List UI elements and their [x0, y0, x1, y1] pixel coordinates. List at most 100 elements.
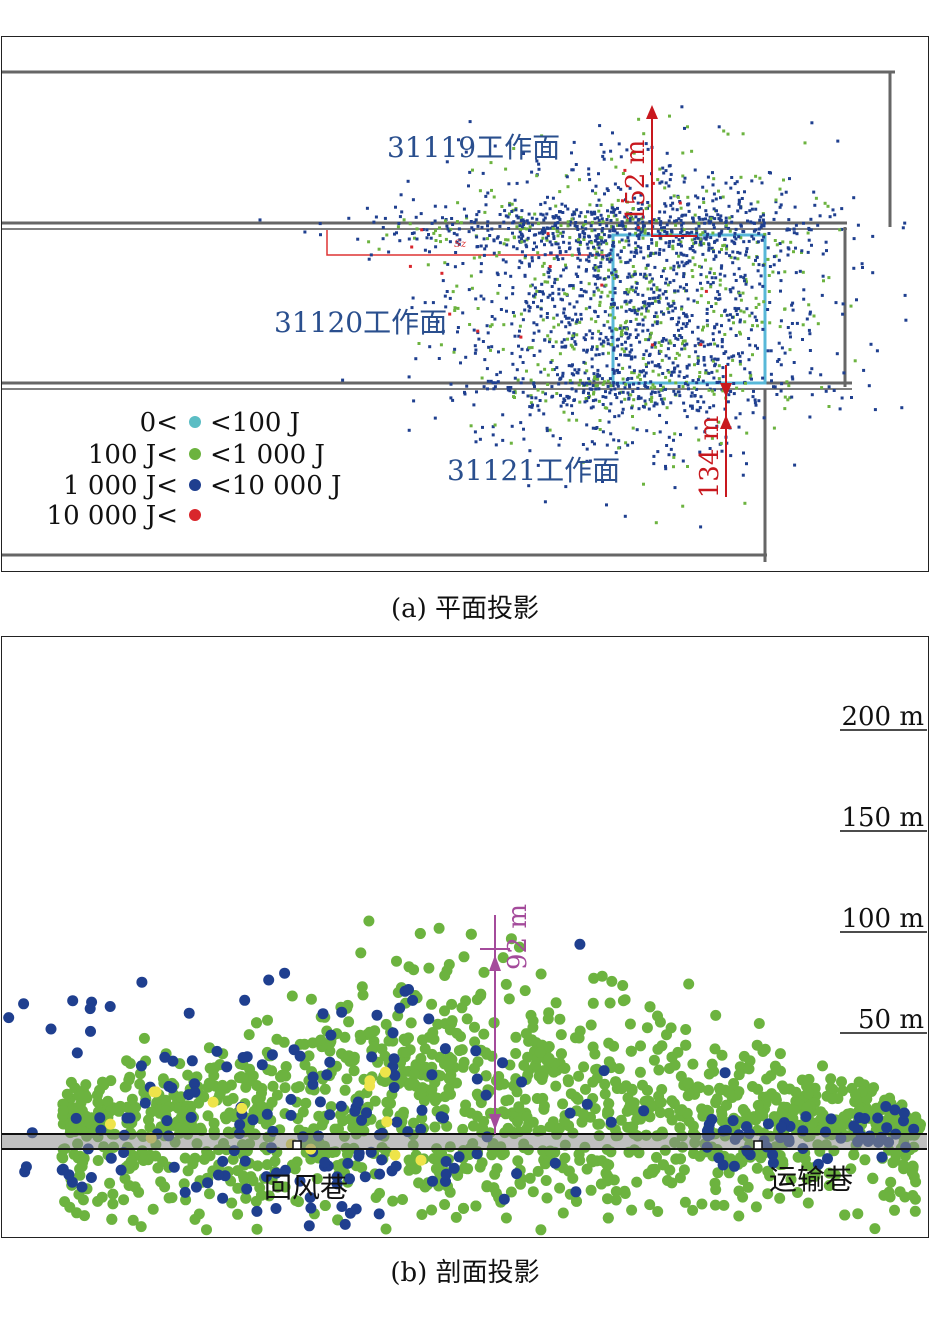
plan-event-point — [457, 138, 460, 142]
section-event-point — [357, 989, 369, 1001]
plan-event-point — [737, 235, 741, 239]
section-event-point — [126, 1093, 138, 1105]
plan-event-point — [749, 220, 753, 224]
plan-event-point — [653, 341, 657, 345]
plan-event-point — [551, 434, 555, 438]
section-event-point — [138, 1154, 149, 1166]
plan-event-point — [662, 171, 666, 175]
plan-event-point — [367, 240, 371, 244]
plan-event-point — [841, 312, 845, 316]
plan-event-point — [667, 435, 671, 439]
plan-event-point — [570, 364, 574, 368]
plan-event-point — [606, 209, 609, 213]
plan-event-point — [703, 230, 707, 234]
section-event-point — [381, 1096, 393, 1108]
plan-event-point — [623, 514, 627, 518]
plan-event-point — [610, 271, 614, 275]
section-event-point — [303, 1220, 315, 1232]
plan-event-point — [483, 358, 487, 362]
plan-event-point — [685, 315, 689, 319]
plan-event-point — [432, 231, 436, 235]
plan-event-point — [760, 223, 764, 227]
plan-event-point — [486, 191, 490, 195]
plan-event-point — [447, 229, 451, 233]
section-event-point — [221, 1061, 233, 1073]
plan-event-point — [604, 239, 608, 243]
section-event-point — [45, 1023, 57, 1035]
plan-event-point — [525, 180, 529, 184]
plan-event-point — [731, 250, 735, 254]
plan-event-point — [509, 274, 513, 278]
plan-event-point — [628, 186, 632, 190]
plan-event-point — [834, 301, 838, 305]
section-event-point — [251, 1017, 262, 1029]
plan-event-point — [506, 388, 510, 392]
section-event-point — [910, 1111, 922, 1123]
plan-event-point — [628, 350, 632, 354]
section-event-point — [644, 1199, 656, 1211]
plan-event-point — [707, 242, 711, 246]
plan-event-point — [576, 275, 580, 278]
section-event-point — [472, 1090, 484, 1102]
plan-event-point — [623, 386, 627, 390]
plan-event-point — [628, 258, 632, 262]
plan-event-point — [461, 262, 465, 265]
plan-event-point — [697, 341, 701, 345]
plan-event-point — [624, 261, 628, 265]
plan-event-point — [636, 218, 640, 222]
plan-event-point — [526, 348, 530, 352]
plan-event-point — [517, 334, 521, 338]
plan-event-point — [528, 264, 531, 268]
plan-event-point — [852, 196, 856, 200]
plan-event-point — [641, 229, 645, 233]
section-event-point — [535, 968, 547, 980]
plan-event-point — [407, 375, 411, 379]
dimension-134m — [720, 365, 732, 497]
plan-event-point — [584, 397, 588, 400]
plan-event-point — [477, 337, 481, 341]
section-event-point — [314, 1096, 326, 1108]
section-event-point — [65, 1076, 77, 1088]
plan-event-point — [702, 358, 706, 362]
section-event-point — [619, 1188, 631, 1199]
section-event-point — [870, 1102, 882, 1114]
section-event-point — [615, 1114, 627, 1126]
section-event-point — [3, 1012, 15, 1024]
section-event-point — [580, 1083, 591, 1095]
plan-event-point — [625, 332, 629, 336]
plan-event-point — [518, 329, 521, 333]
plan-event-point — [741, 230, 745, 233]
plan-event-point — [564, 263, 567, 267]
plan-event-point — [742, 451, 745, 455]
plan-event-point — [423, 301, 427, 305]
plan-event-point — [591, 220, 594, 224]
plan-event-point — [661, 400, 665, 404]
plan-event-point — [624, 198, 627, 202]
plan-event-point — [569, 380, 572, 384]
plan-event-point — [636, 386, 640, 390]
plan-event-point — [739, 332, 742, 336]
plan-event-point — [628, 383, 631, 387]
section-event-point — [251, 1223, 263, 1235]
plan-event-point — [732, 392, 736, 396]
plan-event-point — [469, 274, 473, 278]
plan-event-point — [649, 398, 653, 402]
plan-event-point — [605, 364, 609, 368]
plan-event-point — [713, 388, 716, 392]
plan-event-point — [615, 306, 619, 310]
plan-event-point — [626, 260, 630, 264]
plan-event-point — [717, 232, 721, 236]
plan-event-point — [615, 275, 619, 279]
section-event-point — [712, 1167, 724, 1179]
plan-event-point — [558, 251, 562, 255]
section-event-point — [649, 1163, 661, 1175]
plan-event-point — [659, 221, 663, 225]
plan-event-point — [511, 286, 515, 290]
section-event-point — [620, 1080, 632, 1092]
plan-event-point — [443, 294, 447, 298]
plan-event-point — [520, 261, 524, 265]
section-event-point — [426, 998, 438, 1010]
plan-event-point — [639, 272, 643, 276]
section-event-point — [329, 1123, 341, 1135]
section-event-point — [845, 1163, 857, 1175]
